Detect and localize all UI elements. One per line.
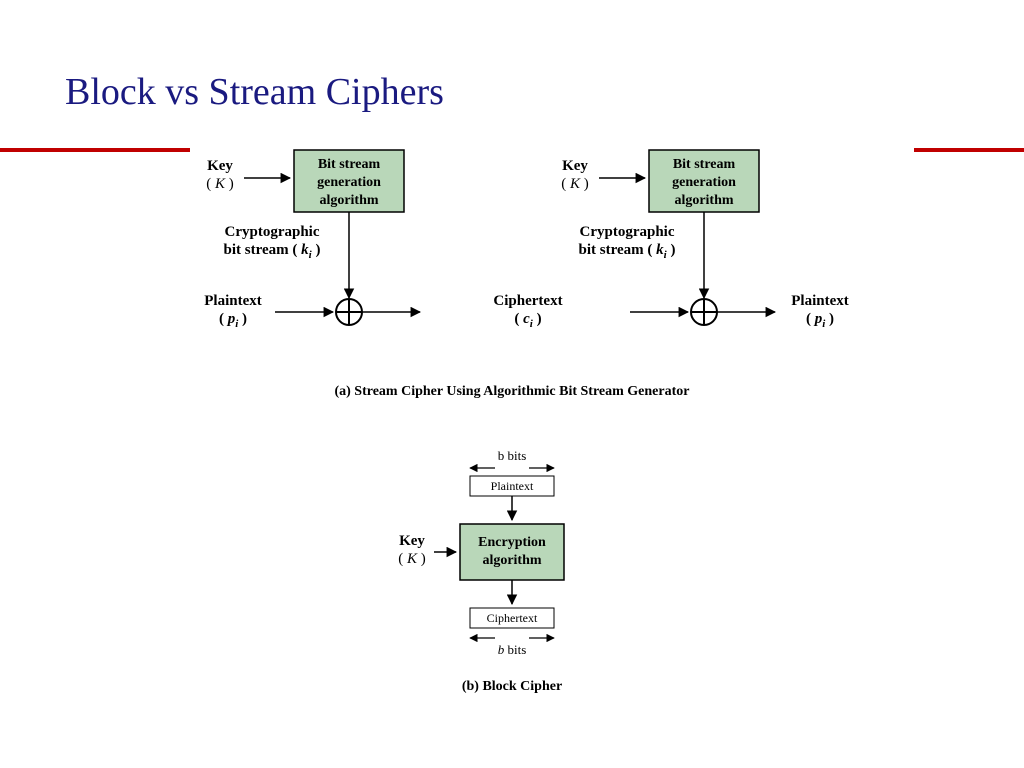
ciphertext-box-label: Ciphertext [487, 611, 538, 625]
svg-text:bit stream ( ki ): bit stream ( ki ) [579, 242, 676, 261]
xor-icon-right [691, 299, 717, 325]
svg-text:Cryptographic: Cryptographic [580, 224, 675, 240]
crypto-l1-left: Cryptographic [225, 224, 320, 240]
key-label-block: Key [399, 533, 425, 549]
bbits-bottom: b bits [498, 642, 527, 657]
svg-text:( K ): ( K ) [561, 176, 589, 192]
svg-text:( pi ): ( pi ) [806, 311, 834, 330]
plaintext-sym-left: ( pi ) [219, 311, 247, 330]
caption-b: (b) Block Cipher [462, 679, 562, 694]
key-label-right: Key [562, 158, 588, 174]
encryption-box [460, 524, 564, 580]
enc-l1: Encryption [478, 535, 546, 550]
xor-icon-left [336, 299, 362, 325]
bbits-top: b bits [498, 448, 527, 463]
stream-encrypt-unit: Key ( K ) Bit stream generation algorith… [204, 150, 420, 330]
plaintext-label-right: Plaintext [791, 293, 849, 309]
stream-decrypt-unit: Key ( K ) Bit stream generation algorith… [493, 150, 848, 330]
svg-text:Bit stream: Bit stream [673, 157, 736, 172]
box-l1-left: Bit stream [318, 157, 381, 172]
ciphertext-label-mid: Ciphertext [493, 293, 562, 309]
key-label-left: Key [207, 158, 233, 174]
box-l2-left: generation [317, 175, 381, 190]
svg-text:generation: generation [672, 175, 736, 190]
enc-l2: algorithm [482, 553, 541, 568]
crypto-l2-left: bit stream ( ki ) [224, 242, 321, 261]
block-cipher-unit: b bits Plaintext Key ( K ) Encryption al… [398, 448, 564, 657]
svg-text:( K ): ( K ) [398, 551, 426, 567]
svg-text:algorithm: algorithm [674, 193, 733, 208]
diagram-canvas: Key ( K ) Bit stream generation algorith… [0, 0, 1024, 768]
svg-text:( K ): ( K ) [206, 176, 234, 192]
box-l3-left: algorithm [319, 193, 378, 208]
caption-a: (a) Stream Cipher Using Algorithmic Bit … [334, 384, 689, 399]
svg-text:( ci ): ( ci ) [514, 311, 541, 330]
plaintext-box-label: Plaintext [491, 479, 534, 493]
plaintext-label-left: Plaintext [204, 293, 262, 309]
